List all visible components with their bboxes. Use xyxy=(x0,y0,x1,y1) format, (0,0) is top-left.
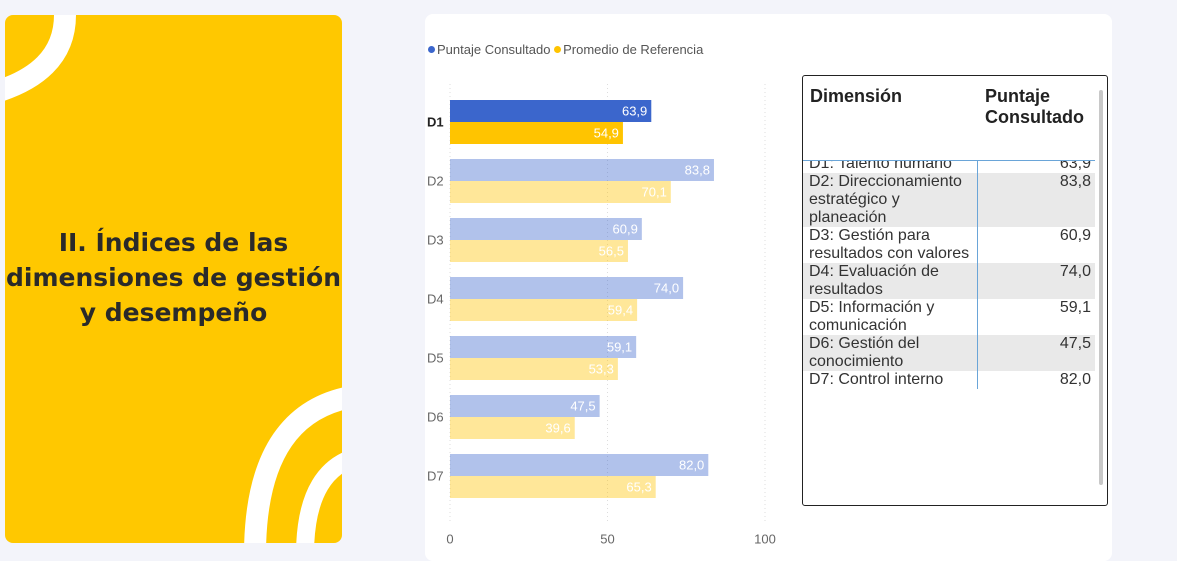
table-row: D2: Direccionamiento estratégico y plane… xyxy=(803,173,1095,227)
y-tick-label: D6 xyxy=(427,409,444,424)
table-cell: D6: Gestión del conocimiento xyxy=(803,335,978,371)
table-cell: 83,8 xyxy=(978,173,1095,227)
y-tick-label: D3 xyxy=(427,232,444,247)
value-label: 63,9 xyxy=(622,103,647,118)
y-tick-label: D7 xyxy=(427,468,444,483)
y-tick-label: D1 xyxy=(427,114,444,129)
table-cell: 63,9 xyxy=(978,160,1095,173)
value-label: 47,5 xyxy=(570,398,595,413)
table-cell: D7: Control interno xyxy=(803,371,978,389)
table-cell: D4: Evaluación de resultados xyxy=(803,263,978,299)
value-label: 83,8 xyxy=(685,162,710,177)
value-label: 74,0 xyxy=(654,280,679,295)
table-cell: D3: Gestión para resultados con valores xyxy=(803,227,978,263)
table-cell: D1: Talento humano xyxy=(803,160,978,173)
table-header: Dimensión Puntaje Consultado xyxy=(803,76,1107,158)
bar xyxy=(450,454,708,476)
scrollbar[interactable] xyxy=(1099,90,1103,485)
y-tick-label: D5 xyxy=(427,350,444,365)
value-label: 65,3 xyxy=(626,479,651,494)
table-cell: 74,0 xyxy=(978,263,1095,299)
table-cell: 60,9 xyxy=(978,227,1095,263)
bar xyxy=(450,181,671,203)
value-label: 56,5 xyxy=(599,243,624,258)
bar xyxy=(450,159,714,181)
value-label: 39,6 xyxy=(545,420,570,435)
bar xyxy=(450,277,683,299)
title-card: II. Índices de las dimensiones de gestió… xyxy=(5,15,342,543)
table-cell: 47,5 xyxy=(978,335,1095,371)
table-cell: D2: Direccionamiento estratégico y plane… xyxy=(803,173,978,227)
table-cell: D5: Información y comunicación xyxy=(803,299,978,335)
table-cell: 82,0 xyxy=(978,371,1095,389)
value-label: 82,0 xyxy=(679,457,704,472)
table-cell: 59,1 xyxy=(978,299,1095,335)
value-label: 59,1 xyxy=(607,339,632,354)
y-tick-label: D2 xyxy=(427,173,444,188)
x-tick-label: 50 xyxy=(600,531,614,546)
table: Dimensión Puntaje Consultado D1: Talento… xyxy=(802,75,1108,506)
y-tick-label: D4 xyxy=(427,291,444,306)
value-label: 53,3 xyxy=(589,361,614,376)
value-label: 59,4 xyxy=(608,302,633,317)
panel-title: II. Índices de las dimensiones de gestió… xyxy=(5,225,342,330)
header-cell: Puntaje Consultado xyxy=(985,86,1095,128)
value-label: 54,9 xyxy=(594,125,619,140)
x-tick-label: 100 xyxy=(754,531,776,546)
value-label: 60,9 xyxy=(613,221,638,236)
page: II. Índices de las dimensiones de gestió… xyxy=(0,0,1177,561)
x-tick-label: 0 xyxy=(446,531,453,546)
header-cell: Dimensión xyxy=(810,86,902,107)
value-label: 70,1 xyxy=(642,184,667,199)
bar xyxy=(450,476,656,498)
